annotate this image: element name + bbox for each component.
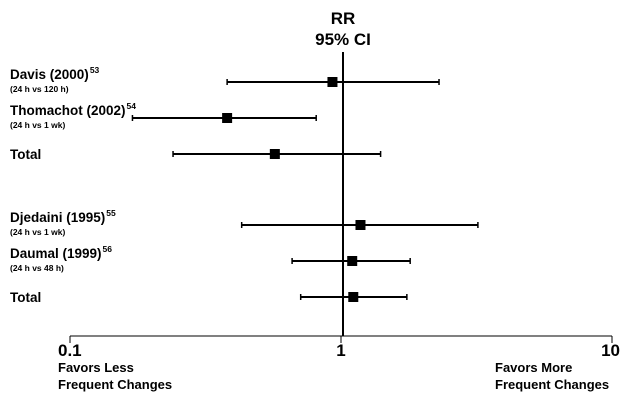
point-estimate-marker bbox=[355, 220, 366, 230]
study-label: Davis (2000) bbox=[10, 67, 89, 82]
study-comparison: (24 h vs 1 wk) bbox=[10, 120, 65, 130]
study-comparison: (24 h vs 48 h) bbox=[10, 263, 64, 273]
header-ci: 95% CI bbox=[315, 30, 371, 49]
study-reference: 55 bbox=[106, 208, 116, 218]
study-reference: 56 bbox=[103, 244, 113, 254]
study-row: Daumal (1999) 56 (24 h vs 48 h) bbox=[10, 244, 411, 273]
point-estimate-marker bbox=[347, 256, 358, 266]
study-label: Djedaini (1995) bbox=[10, 210, 105, 225]
study-label: Thomachot (2002) bbox=[10, 103, 126, 118]
x-tick-label: 10 bbox=[601, 341, 620, 360]
study-reference: 53 bbox=[90, 65, 100, 75]
favors-right-line1: Favors More bbox=[495, 360, 572, 375]
study-reference: 54 bbox=[127, 101, 137, 111]
study-label: Total bbox=[10, 290, 41, 305]
study-row: Total bbox=[10, 147, 382, 162]
study-comparison: (24 h vs 1 wk) bbox=[10, 227, 65, 237]
header-rr: RR bbox=[331, 9, 356, 28]
favors-left-line2: Frequent Changes bbox=[58, 377, 172, 392]
favors-right-line2: Frequent Changes bbox=[495, 377, 609, 392]
point-estimate-marker bbox=[327, 77, 338, 87]
x-tick-label: 1 bbox=[336, 341, 345, 360]
point-estimate-marker bbox=[348, 292, 359, 302]
study-row: Total bbox=[10, 290, 408, 305]
study-label: Total bbox=[10, 147, 41, 162]
point-estimate-marker bbox=[269, 149, 280, 159]
study-row: Davis (2000) 53 (24 h vs 120 h) bbox=[10, 65, 440, 94]
point-estimate-marker bbox=[222, 113, 233, 123]
favors-left-line1: Favors Less bbox=[58, 360, 134, 375]
study-row: Djedaini (1995) 55 (24 h vs 1 wk) bbox=[10, 208, 479, 237]
x-tick-label: 0.1 bbox=[58, 341, 82, 360]
study-label: Daumal (1999) bbox=[10, 246, 102, 261]
study-row: Thomachot (2002) 54 (24 h vs 1 wk) bbox=[10, 101, 317, 130]
study-comparison: (24 h vs 120 h) bbox=[10, 84, 69, 94]
